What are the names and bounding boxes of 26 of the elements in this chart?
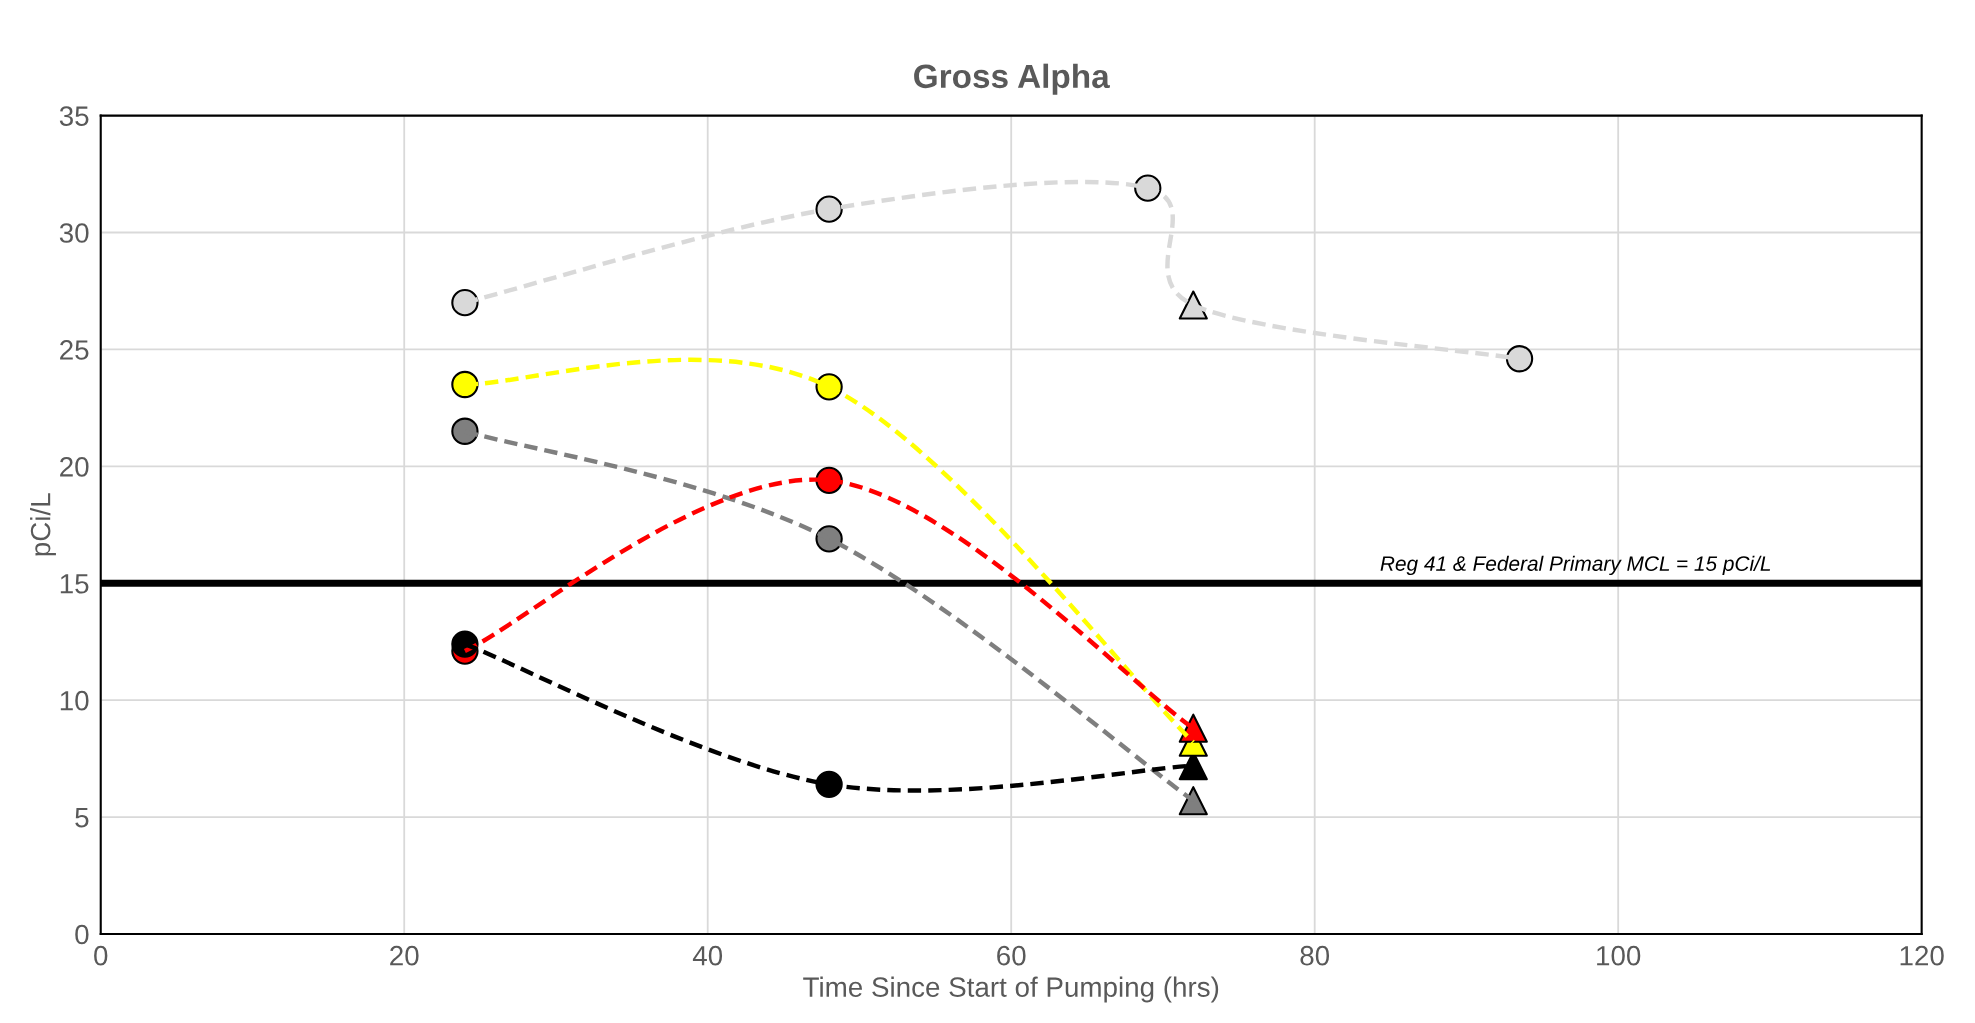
point — [1178, 290, 1208, 320]
ref-line-label: Reg 41 & Federal Primary MCL = 15 pCi/L — [1380, 555, 1771, 576]
y-tick-label: 20 — [60, 457, 89, 477]
chart-title: Gross Alpha — [914, 63, 1110, 95]
y-tick-label: 25 — [60, 340, 89, 360]
y-axis-title: pCi/L — [30, 493, 56, 556]
x-tick-label: 80 — [1300, 945, 1330, 966]
point — [451, 370, 479, 399]
y-tick-label: 10 — [60, 690, 89, 711]
y-tick-label: 30 — [59, 223, 89, 243]
x-tick-label: 0 — [94, 945, 108, 966]
x-tick-label: 100 — [1597, 945, 1641, 966]
point — [815, 195, 843, 223]
y-tick-label: 15 — [60, 574, 89, 594]
point — [1178, 786, 1208, 816]
y-tick-label: 35 — [59, 106, 89, 126]
point — [1505, 345, 1534, 373]
point — [451, 417, 479, 445]
x-axis-title: Time Since Start of Pumping (hrs) — [803, 976, 1219, 1003]
y-tick-label: 0 — [75, 924, 89, 945]
y-tick-label: 5 — [75, 808, 89, 828]
x-tick-label: 120 — [1900, 945, 1944, 966]
point — [451, 289, 479, 317]
x-tick-label: 20 — [390, 945, 419, 966]
x-tick-label: 60 — [997, 945, 1026, 966]
x-tick-label: 40 — [692, 945, 723, 966]
